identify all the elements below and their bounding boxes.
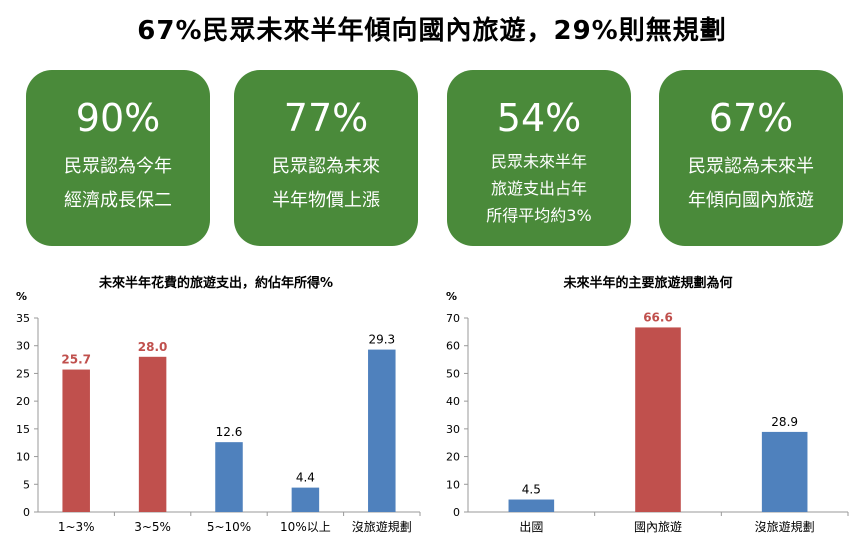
y-tick-label: 0 bbox=[23, 506, 30, 519]
stat-line: 半年物價上漲 bbox=[272, 190, 380, 211]
y-tick-label: 0 bbox=[453, 506, 460, 519]
spending-chart-plot: % 0 5 10 15 20 25 30 35 25.7 1~3% 28.0 3~5% 12.6 5~10%… bbox=[16, 290, 421, 534]
y-tick-label: 70 bbox=[446, 312, 460, 325]
stat-value: 67% bbox=[708, 96, 794, 140]
page-headline: 67%民眾未來半年傾向國內旅遊，29%則無規劃 bbox=[137, 16, 727, 46]
stat-line: 民眾認為未來 bbox=[272, 156, 380, 177]
bar-value-label: 28.0 bbox=[138, 340, 168, 354]
bar-value-label: 66.6 bbox=[643, 310, 673, 324]
y-tick-label: 20 bbox=[446, 451, 460, 464]
stat-value: 90% bbox=[75, 96, 161, 140]
stat-description: 民眾認為今年 經濟成長保二 bbox=[34, 150, 202, 218]
y-tick-label: 20 bbox=[16, 395, 30, 408]
bar-value-label: 4.4 bbox=[296, 471, 315, 485]
y-tick-label: 35 bbox=[16, 312, 30, 325]
x-tick-label: 出國 bbox=[519, 520, 543, 534]
chart-title: 未來半年花費的旅遊支出，約佔年所得% bbox=[98, 276, 334, 291]
bar bbox=[215, 442, 243, 512]
y-tick-label: 15 bbox=[16, 423, 30, 436]
stat-description: 民眾認為未來 半年物價上漲 bbox=[242, 150, 410, 218]
stat-card-prices: 77% 民眾認為未來 半年物價上漲 bbox=[234, 70, 418, 246]
x-tick-label: 3~5% bbox=[134, 520, 171, 534]
y-tick-label: 40 bbox=[446, 395, 460, 408]
x-tick-label: 國內旅遊 bbox=[634, 519, 682, 534]
spending-chart: 未來半年花費的旅遊支出，約佔年所得% % 0 5 10 15 20 25 30 35 25.7 1~… bbox=[8, 272, 424, 542]
x-tick-label: 沒旅遊規劃 bbox=[352, 519, 412, 534]
y-tick-label: 50 bbox=[446, 367, 460, 380]
stat-card-economy: 90% 民眾認為今年 經濟成長保二 bbox=[26, 70, 210, 246]
stat-line: 經濟成長保二 bbox=[64, 190, 172, 211]
travel-plan-chart: 未來半年的主要旅遊規劃為何 % 0 10 20 30 40 50 60 70 4.5 出國 66.6 國… bbox=[440, 272, 856, 542]
bar bbox=[138, 356, 167, 512]
bar-value-label: 29.3 bbox=[368, 333, 395, 347]
y-tick-label: 10 bbox=[16, 451, 30, 464]
x-tick-label: 10%以上 bbox=[280, 520, 331, 534]
stat-line: 旅遊支出占年 bbox=[490, 179, 587, 198]
bar bbox=[368, 349, 396, 512]
stat-description: 民眾未來半年 旅遊支出占年 所得平均約3% bbox=[455, 148, 623, 229]
bar-value-label: 4.5 bbox=[522, 483, 541, 497]
stat-value: 54% bbox=[496, 96, 582, 140]
bar-value-label: 28.9 bbox=[771, 415, 798, 429]
bar bbox=[62, 369, 90, 512]
bar bbox=[761, 431, 808, 512]
bar-value-label: 12.6 bbox=[216, 425, 243, 439]
y-axis-unit: % bbox=[16, 290, 27, 303]
x-tick-label: 1~3% bbox=[58, 520, 95, 534]
stat-line: 民眾認為未來半 bbox=[688, 156, 814, 177]
y-tick-label: 30 bbox=[446, 423, 460, 436]
chart-title: 未來半年的主要旅遊規劃為何 bbox=[563, 276, 733, 291]
stat-line: 所得平均約3% bbox=[486, 206, 592, 225]
bar bbox=[635, 327, 681, 512]
bar-value-label: 25.7 bbox=[61, 353, 91, 367]
y-tick-label: 5 bbox=[23, 478, 30, 491]
x-tick-label: 沒旅遊規劃 bbox=[755, 519, 815, 534]
stat-card-domestic-travel: 67% 民眾認為未來半 年傾向國內旅遊 bbox=[659, 70, 843, 246]
stat-line: 民眾認為今年 bbox=[64, 156, 172, 177]
bar bbox=[291, 487, 320, 512]
y-tick-label: 25 bbox=[16, 367, 30, 380]
stat-line: 民眾未來半年 bbox=[490, 152, 587, 171]
stat-description: 民眾認為未來半 年傾向國內旅遊 bbox=[667, 150, 835, 218]
travel-plan-chart-plot: % 0 10 20 30 40 50 60 70 4.5 出國 66.6 國內旅遊 28.9 沒旅遊規劃 bbox=[446, 290, 849, 534]
stat-line: 年傾向國內旅遊 bbox=[688, 190, 814, 211]
stat-value: 77% bbox=[283, 96, 369, 140]
y-tick-label: 30 bbox=[16, 340, 30, 353]
y-axis-unit: % bbox=[446, 290, 457, 303]
stat-card-spending: 54% 民眾未來半年 旅遊支出占年 所得平均約3% bbox=[447, 70, 631, 246]
bar bbox=[508, 499, 555, 512]
y-tick-label: 60 bbox=[446, 340, 460, 353]
y-tick-label: 10 bbox=[446, 478, 460, 491]
x-tick-label: 5~10% bbox=[207, 520, 251, 534]
